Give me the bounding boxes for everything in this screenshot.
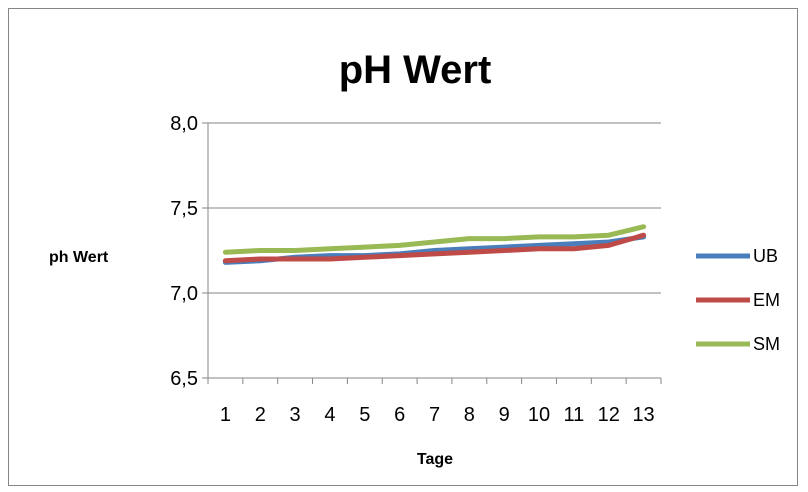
x-tick-label: 11 bbox=[564, 404, 585, 426]
x-axis-title: Tage bbox=[417, 451, 453, 468]
x-tick-label: 9 bbox=[499, 404, 510, 426]
series-lines bbox=[222, 224, 647, 265]
x-tick-label: 1 bbox=[220, 404, 231, 426]
gridlines bbox=[208, 122, 661, 294]
legend: UB EM SM bbox=[696, 246, 780, 354]
legend-label-ub: UB bbox=[753, 246, 778, 266]
x-tick-label: 12 bbox=[598, 404, 620, 426]
legend-label-sm: SM bbox=[753, 334, 780, 354]
x-tick-label: 3 bbox=[290, 404, 301, 426]
legend-label-em: EM bbox=[753, 290, 780, 310]
x-tick-label: 4 bbox=[324, 404, 335, 426]
series-line-em bbox=[222, 232, 647, 264]
y-tick-label: 7,0 bbox=[170, 283, 198, 305]
chart-title: pH Wert bbox=[339, 48, 492, 92]
y-axis-tick-labels: 6,5 7,0 7,5 8,0 bbox=[170, 113, 198, 390]
y-tick-label: 7,5 bbox=[170, 198, 198, 220]
x-tick-label: 7 bbox=[429, 404, 440, 426]
axes bbox=[202, 122, 662, 384]
x-tick-label: 2 bbox=[255, 404, 266, 426]
x-tick-label: 8 bbox=[464, 404, 475, 426]
x-axis-tick-labels: 1 2 3 4 5 6 7 8 9 10 11 12 13 bbox=[220, 404, 655, 426]
series-line-sm bbox=[222, 224, 647, 255]
x-tick-label: 13 bbox=[632, 404, 654, 426]
x-tick-label: 6 bbox=[394, 404, 405, 426]
y-axis-title: ph Wert bbox=[49, 249, 109, 266]
x-tick-label: 5 bbox=[359, 404, 370, 426]
y-tick-label: 8,0 bbox=[170, 113, 198, 135]
x-tick-label: 10 bbox=[528, 404, 550, 426]
y-tick-label: 6,5 bbox=[170, 368, 198, 390]
